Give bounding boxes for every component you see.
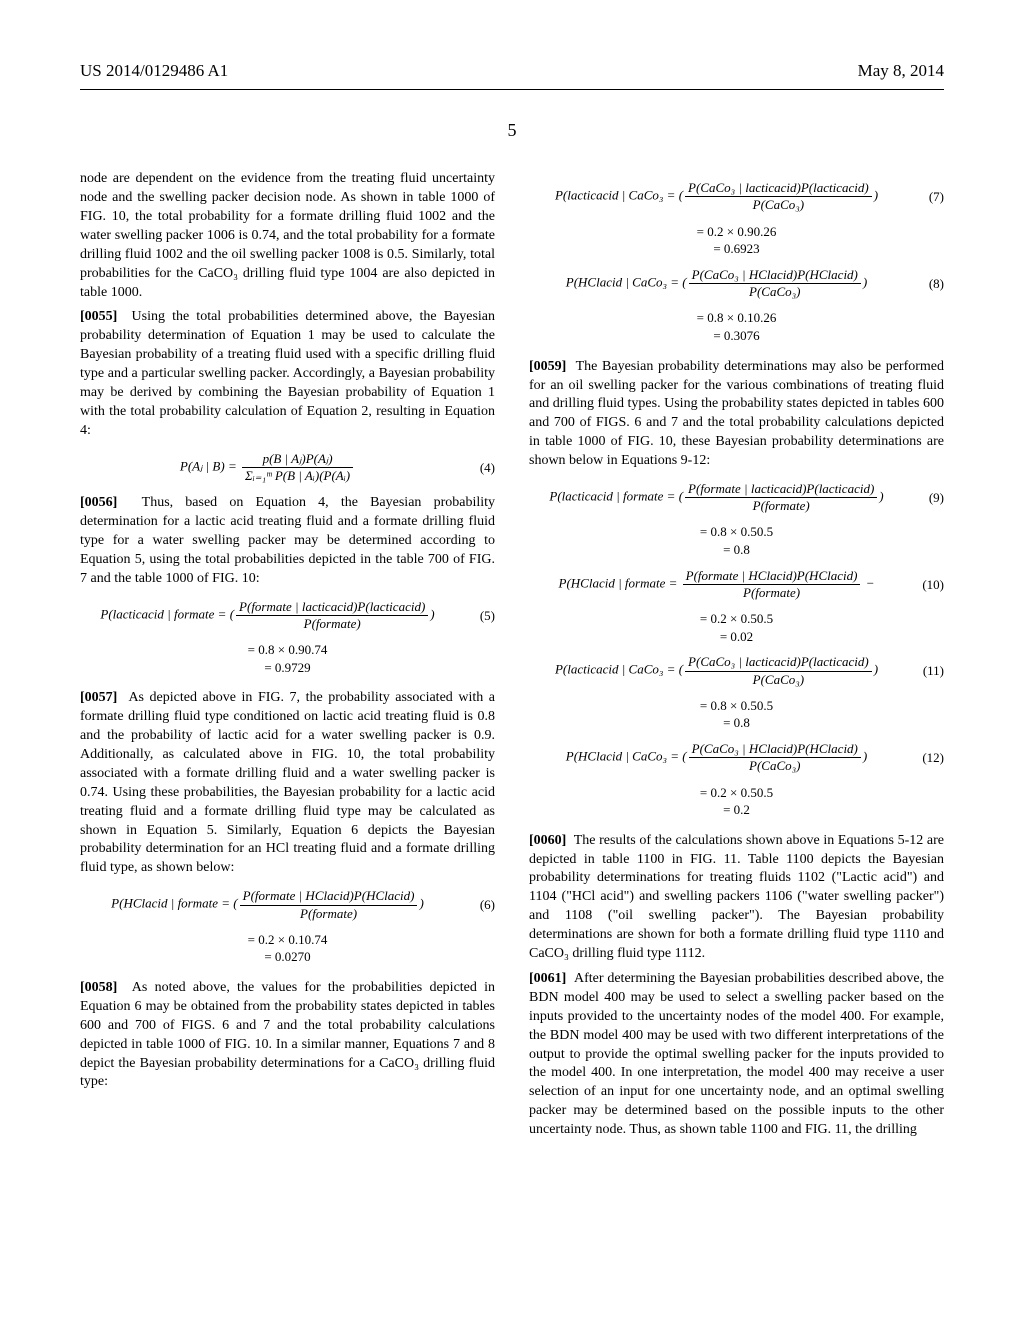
equation-9: P(lacticacid | formate = (P(formate | la… <box>529 481 944 515</box>
equation-5: P(lacticacid | formate = (P(formate | la… <box>80 599 495 633</box>
body-text: node are dependent on the evidence from … <box>80 170 495 302</box>
equation-10: P(HClacid | formate = P(formate | HClaci… <box>529 568 944 602</box>
paragraph-number: [0058] <box>80 980 117 995</box>
right-column: P(lacticacid | CaCo₃ = (P(CaCo₃ | lactic… <box>529 170 944 1146</box>
body-text: Using the total probabilities determined… <box>80 309 495 437</box>
page-number: 5 <box>80 118 944 142</box>
paragraph-number: [0060] <box>529 833 566 848</box>
patent-number: US 2014/0129486 A1 <box>80 60 228 83</box>
body-text: After determining the Bayesian probabili… <box>529 971 944 1137</box>
body-text: The results of the calculations shown ab… <box>529 833 944 961</box>
equation-7: P(lacticacid | CaCo₃ = (P(CaCo₃ | lactic… <box>529 180 944 214</box>
equation-4: P(Aⱼ | B) = p(B | Aⱼ)P(Aⱼ)Σᵢ₌₁ᵐ P(B | Aᵢ… <box>80 451 495 485</box>
paragraph-number: [0056] <box>80 495 117 510</box>
paragraph-number: [0059] <box>529 359 566 374</box>
equation-11: P(lacticacid | CaCo₃ = (P(CaCo₃ | lactic… <box>529 654 944 688</box>
left-column: node are dependent on the evidence from … <box>80 170 495 1146</box>
body-text: As depicted above in FIG. 7, the probabi… <box>80 690 495 875</box>
body-text: The Bayesian probability determinations … <box>529 359 944 468</box>
equation-12: P(HClacid | CaCo₃ = (P(CaCo₃ | HClacid)P… <box>529 741 944 775</box>
paragraph-number: [0061] <box>529 971 566 986</box>
equation-8: P(HClacid | CaCo₃ = (P(CaCo₃ | HClacid)P… <box>529 267 944 301</box>
body-text: As noted above, the values for the proba… <box>80 980 495 1089</box>
paragraph-number: [0057] <box>80 690 117 705</box>
patent-date: May 8, 2014 <box>858 60 944 83</box>
equation-6: P(HClacid | formate = (P(formate | HClac… <box>80 888 495 922</box>
body-text: [0055] Using the total probabilities det… <box>80 308 495 440</box>
paragraph-number: [0055] <box>80 309 117 324</box>
body-text: Thus, based on Equation 4, the Bayesian … <box>80 495 495 586</box>
